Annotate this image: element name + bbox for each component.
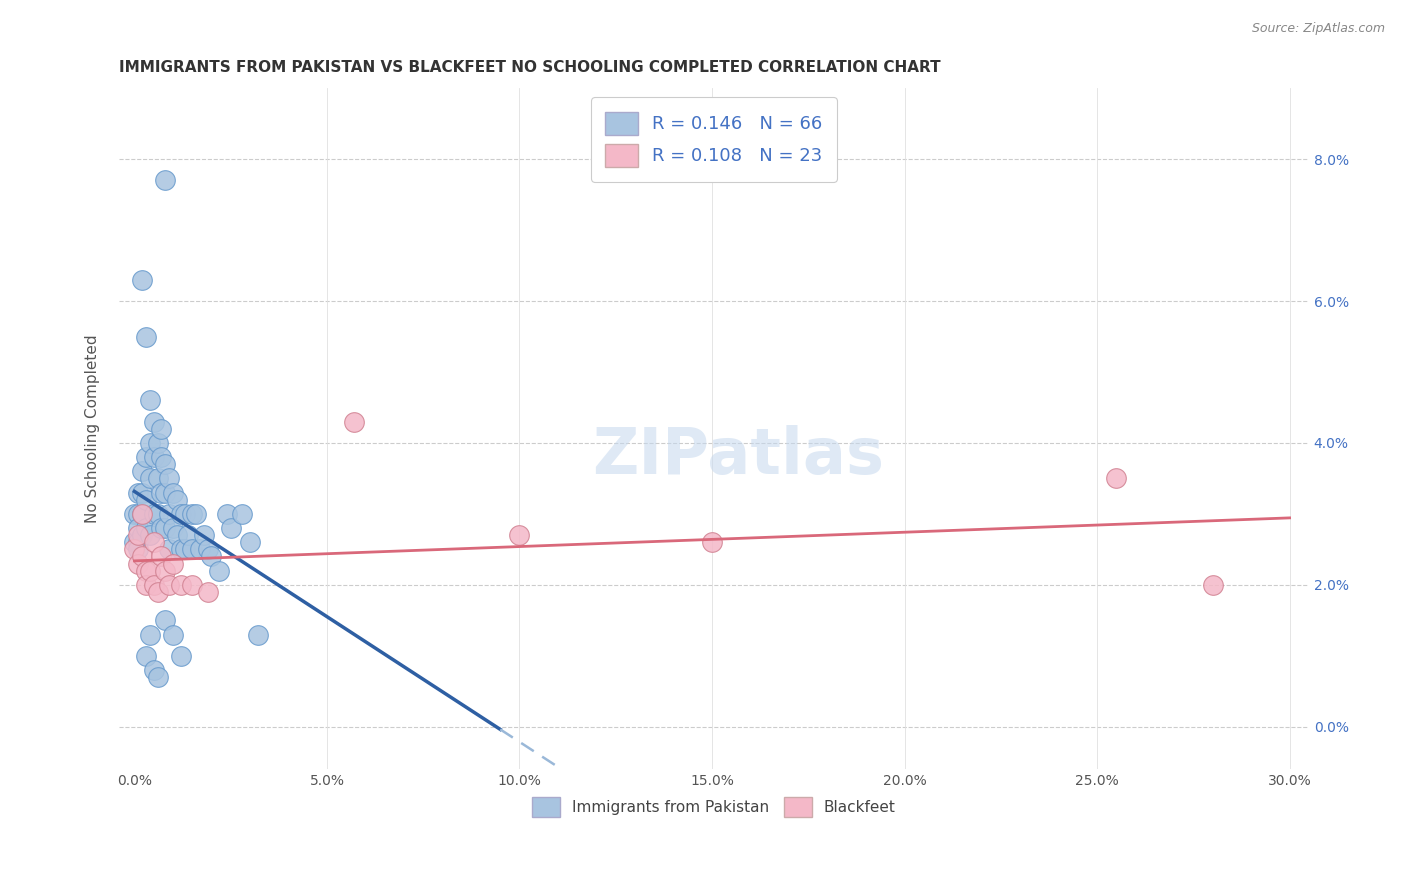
Point xyxy=(146,436,169,450)
Point xyxy=(155,457,177,471)
Point xyxy=(127,535,149,549)
Point xyxy=(157,578,180,592)
Point xyxy=(169,507,191,521)
Point xyxy=(139,471,162,485)
Point xyxy=(155,521,177,535)
Point xyxy=(157,471,180,485)
Point xyxy=(1201,578,1223,592)
Point xyxy=(135,648,157,663)
Point xyxy=(150,422,173,436)
Point xyxy=(127,542,149,557)
Point xyxy=(135,521,157,535)
Point xyxy=(135,564,157,578)
Point xyxy=(155,564,177,578)
Point xyxy=(162,627,184,641)
Point xyxy=(146,670,169,684)
Point xyxy=(181,578,204,592)
Point xyxy=(124,507,146,521)
Point xyxy=(173,542,195,557)
Point xyxy=(246,627,269,641)
Point xyxy=(146,507,169,521)
Point xyxy=(127,521,149,535)
Point xyxy=(166,492,188,507)
Legend: Immigrants from Pakistan, Blackfeet: Immigrants from Pakistan, Blackfeet xyxy=(526,791,901,823)
Point xyxy=(150,549,173,564)
Point xyxy=(197,585,219,599)
Point xyxy=(127,528,149,542)
Point xyxy=(169,648,191,663)
Point xyxy=(219,521,242,535)
Point xyxy=(127,557,149,571)
Point xyxy=(162,521,184,535)
Point xyxy=(184,507,207,521)
Point xyxy=(146,585,169,599)
Point xyxy=(131,464,153,478)
Point xyxy=(142,535,165,549)
Point xyxy=(188,542,211,557)
Point xyxy=(139,436,162,450)
Point xyxy=(155,485,177,500)
Point xyxy=(700,535,723,549)
Point xyxy=(142,415,165,429)
Point xyxy=(139,627,162,641)
Point xyxy=(124,535,146,549)
Point xyxy=(139,528,162,542)
Point xyxy=(131,273,153,287)
Point xyxy=(127,485,149,500)
Point xyxy=(173,507,195,521)
Point xyxy=(135,329,157,343)
Point xyxy=(150,521,173,535)
Point xyxy=(239,535,262,549)
Point xyxy=(508,528,530,542)
Point xyxy=(139,393,162,408)
Point xyxy=(142,578,165,592)
Point xyxy=(177,528,200,542)
Point xyxy=(135,450,157,465)
Point xyxy=(142,507,165,521)
Text: ZIPatlas: ZIPatlas xyxy=(592,425,884,487)
Point xyxy=(139,564,162,578)
Point xyxy=(169,542,191,557)
Point xyxy=(181,507,204,521)
Point xyxy=(1105,471,1128,485)
Point xyxy=(197,542,219,557)
Point xyxy=(166,528,188,542)
Point xyxy=(157,507,180,521)
Point xyxy=(150,485,173,500)
Point xyxy=(155,173,177,187)
Point xyxy=(215,507,238,521)
Point xyxy=(150,450,173,465)
Point xyxy=(127,507,149,521)
Text: IMMIGRANTS FROM PAKISTAN VS BLACKFEET NO SCHOOLING COMPLETED CORRELATION CHART: IMMIGRANTS FROM PAKISTAN VS BLACKFEET NO… xyxy=(120,60,941,75)
Point xyxy=(142,663,165,677)
Point xyxy=(343,415,366,429)
Point xyxy=(131,507,153,521)
Point xyxy=(193,528,215,542)
Point xyxy=(157,542,180,557)
Point xyxy=(155,613,177,627)
Point xyxy=(146,471,169,485)
Point xyxy=(169,578,191,592)
Point xyxy=(131,528,153,542)
Point xyxy=(124,542,146,557)
Point xyxy=(135,578,157,592)
Point xyxy=(131,549,153,564)
Point xyxy=(142,450,165,465)
Point xyxy=(208,564,231,578)
Y-axis label: No Schooling Completed: No Schooling Completed xyxy=(86,334,100,523)
Point xyxy=(231,507,253,521)
Point xyxy=(131,507,153,521)
Point xyxy=(135,492,157,507)
Point xyxy=(162,485,184,500)
Point xyxy=(181,542,204,557)
Point xyxy=(162,557,184,571)
Text: Source: ZipAtlas.com: Source: ZipAtlas.com xyxy=(1251,22,1385,36)
Point xyxy=(131,485,153,500)
Point xyxy=(200,549,222,564)
